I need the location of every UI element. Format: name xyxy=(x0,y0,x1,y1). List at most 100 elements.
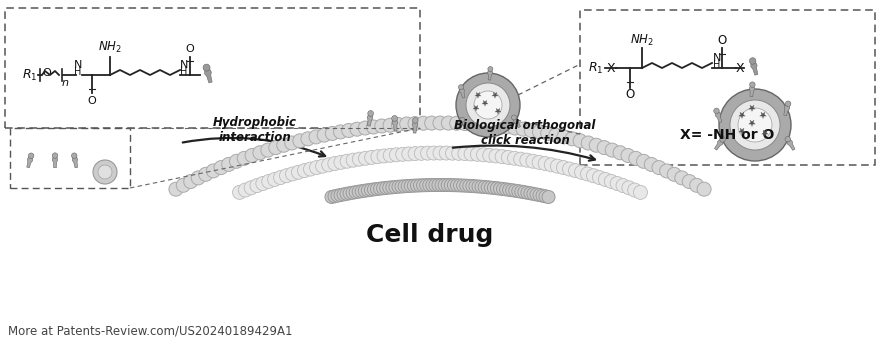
Circle shape xyxy=(293,134,307,148)
Polygon shape xyxy=(392,119,398,131)
Circle shape xyxy=(206,164,220,178)
Circle shape xyxy=(573,134,587,148)
Text: O: O xyxy=(88,96,97,106)
Circle shape xyxy=(410,179,423,192)
Circle shape xyxy=(301,132,315,146)
Circle shape xyxy=(575,165,589,179)
Circle shape xyxy=(532,125,546,139)
Circle shape xyxy=(466,83,510,127)
Circle shape xyxy=(557,130,571,144)
Polygon shape xyxy=(513,118,521,128)
Circle shape xyxy=(568,164,583,178)
Circle shape xyxy=(245,149,259,163)
Circle shape xyxy=(408,117,422,131)
Polygon shape xyxy=(751,62,758,75)
Polygon shape xyxy=(367,115,373,126)
Circle shape xyxy=(256,177,270,190)
Circle shape xyxy=(392,116,398,121)
Circle shape xyxy=(539,156,552,170)
Polygon shape xyxy=(787,140,795,150)
Circle shape xyxy=(304,162,318,176)
Circle shape xyxy=(362,184,374,197)
Text: $NH_2$: $NH_2$ xyxy=(630,33,654,48)
Circle shape xyxy=(310,161,324,175)
Circle shape xyxy=(720,137,725,142)
Text: Cell drug: Cell drug xyxy=(366,223,494,247)
Circle shape xyxy=(750,82,755,87)
Circle shape xyxy=(268,141,282,155)
Polygon shape xyxy=(759,112,766,118)
Circle shape xyxy=(636,154,650,168)
Circle shape xyxy=(377,149,391,163)
Circle shape xyxy=(512,185,524,198)
Polygon shape xyxy=(26,157,33,168)
Circle shape xyxy=(261,175,275,188)
Circle shape xyxy=(451,179,464,192)
Circle shape xyxy=(536,189,549,202)
Circle shape xyxy=(358,184,371,197)
Circle shape xyxy=(533,189,546,202)
Circle shape xyxy=(334,155,348,169)
Circle shape xyxy=(590,138,604,152)
Circle shape xyxy=(514,152,528,166)
Circle shape xyxy=(346,186,359,199)
Polygon shape xyxy=(738,128,745,134)
Circle shape xyxy=(491,119,505,133)
Circle shape xyxy=(592,170,606,185)
Circle shape xyxy=(408,146,422,161)
Polygon shape xyxy=(492,92,498,98)
Polygon shape xyxy=(455,120,463,129)
Circle shape xyxy=(433,116,447,130)
Circle shape xyxy=(425,116,438,130)
Circle shape xyxy=(184,175,198,189)
Circle shape xyxy=(562,162,576,176)
Circle shape xyxy=(719,89,791,161)
Circle shape xyxy=(621,149,635,163)
Text: H: H xyxy=(714,60,721,70)
Circle shape xyxy=(613,146,627,160)
Circle shape xyxy=(738,108,772,142)
Circle shape xyxy=(349,186,363,199)
Circle shape xyxy=(280,169,294,183)
Circle shape xyxy=(714,108,719,114)
Circle shape xyxy=(458,146,472,161)
Circle shape xyxy=(230,154,244,168)
Circle shape xyxy=(447,179,460,192)
Circle shape xyxy=(260,143,275,157)
Circle shape xyxy=(402,147,416,161)
Circle shape xyxy=(420,179,433,192)
Circle shape xyxy=(682,175,696,189)
Circle shape xyxy=(466,117,480,131)
Circle shape xyxy=(392,180,405,193)
Circle shape xyxy=(439,146,453,160)
Circle shape xyxy=(483,148,497,162)
Circle shape xyxy=(472,180,485,193)
Polygon shape xyxy=(784,105,789,116)
Circle shape xyxy=(556,161,570,175)
Circle shape xyxy=(667,167,681,181)
Circle shape xyxy=(276,138,290,152)
Polygon shape xyxy=(475,92,481,98)
Circle shape xyxy=(450,116,464,130)
Circle shape xyxy=(697,182,711,196)
Circle shape xyxy=(334,189,347,202)
Polygon shape xyxy=(459,88,465,98)
Bar xyxy=(5,8,420,128)
Circle shape xyxy=(458,117,472,131)
Text: N: N xyxy=(713,53,722,63)
Circle shape xyxy=(317,128,331,142)
Polygon shape xyxy=(488,70,493,80)
Circle shape xyxy=(383,118,397,132)
Circle shape xyxy=(253,146,267,160)
Circle shape xyxy=(379,181,392,194)
Circle shape xyxy=(268,173,282,187)
Circle shape xyxy=(785,101,791,106)
Circle shape xyxy=(370,150,385,164)
Circle shape xyxy=(502,183,516,196)
Circle shape xyxy=(598,173,612,187)
Circle shape xyxy=(401,179,414,192)
Circle shape xyxy=(385,181,399,194)
Circle shape xyxy=(629,151,642,165)
Polygon shape xyxy=(52,157,58,168)
Circle shape xyxy=(421,146,435,160)
